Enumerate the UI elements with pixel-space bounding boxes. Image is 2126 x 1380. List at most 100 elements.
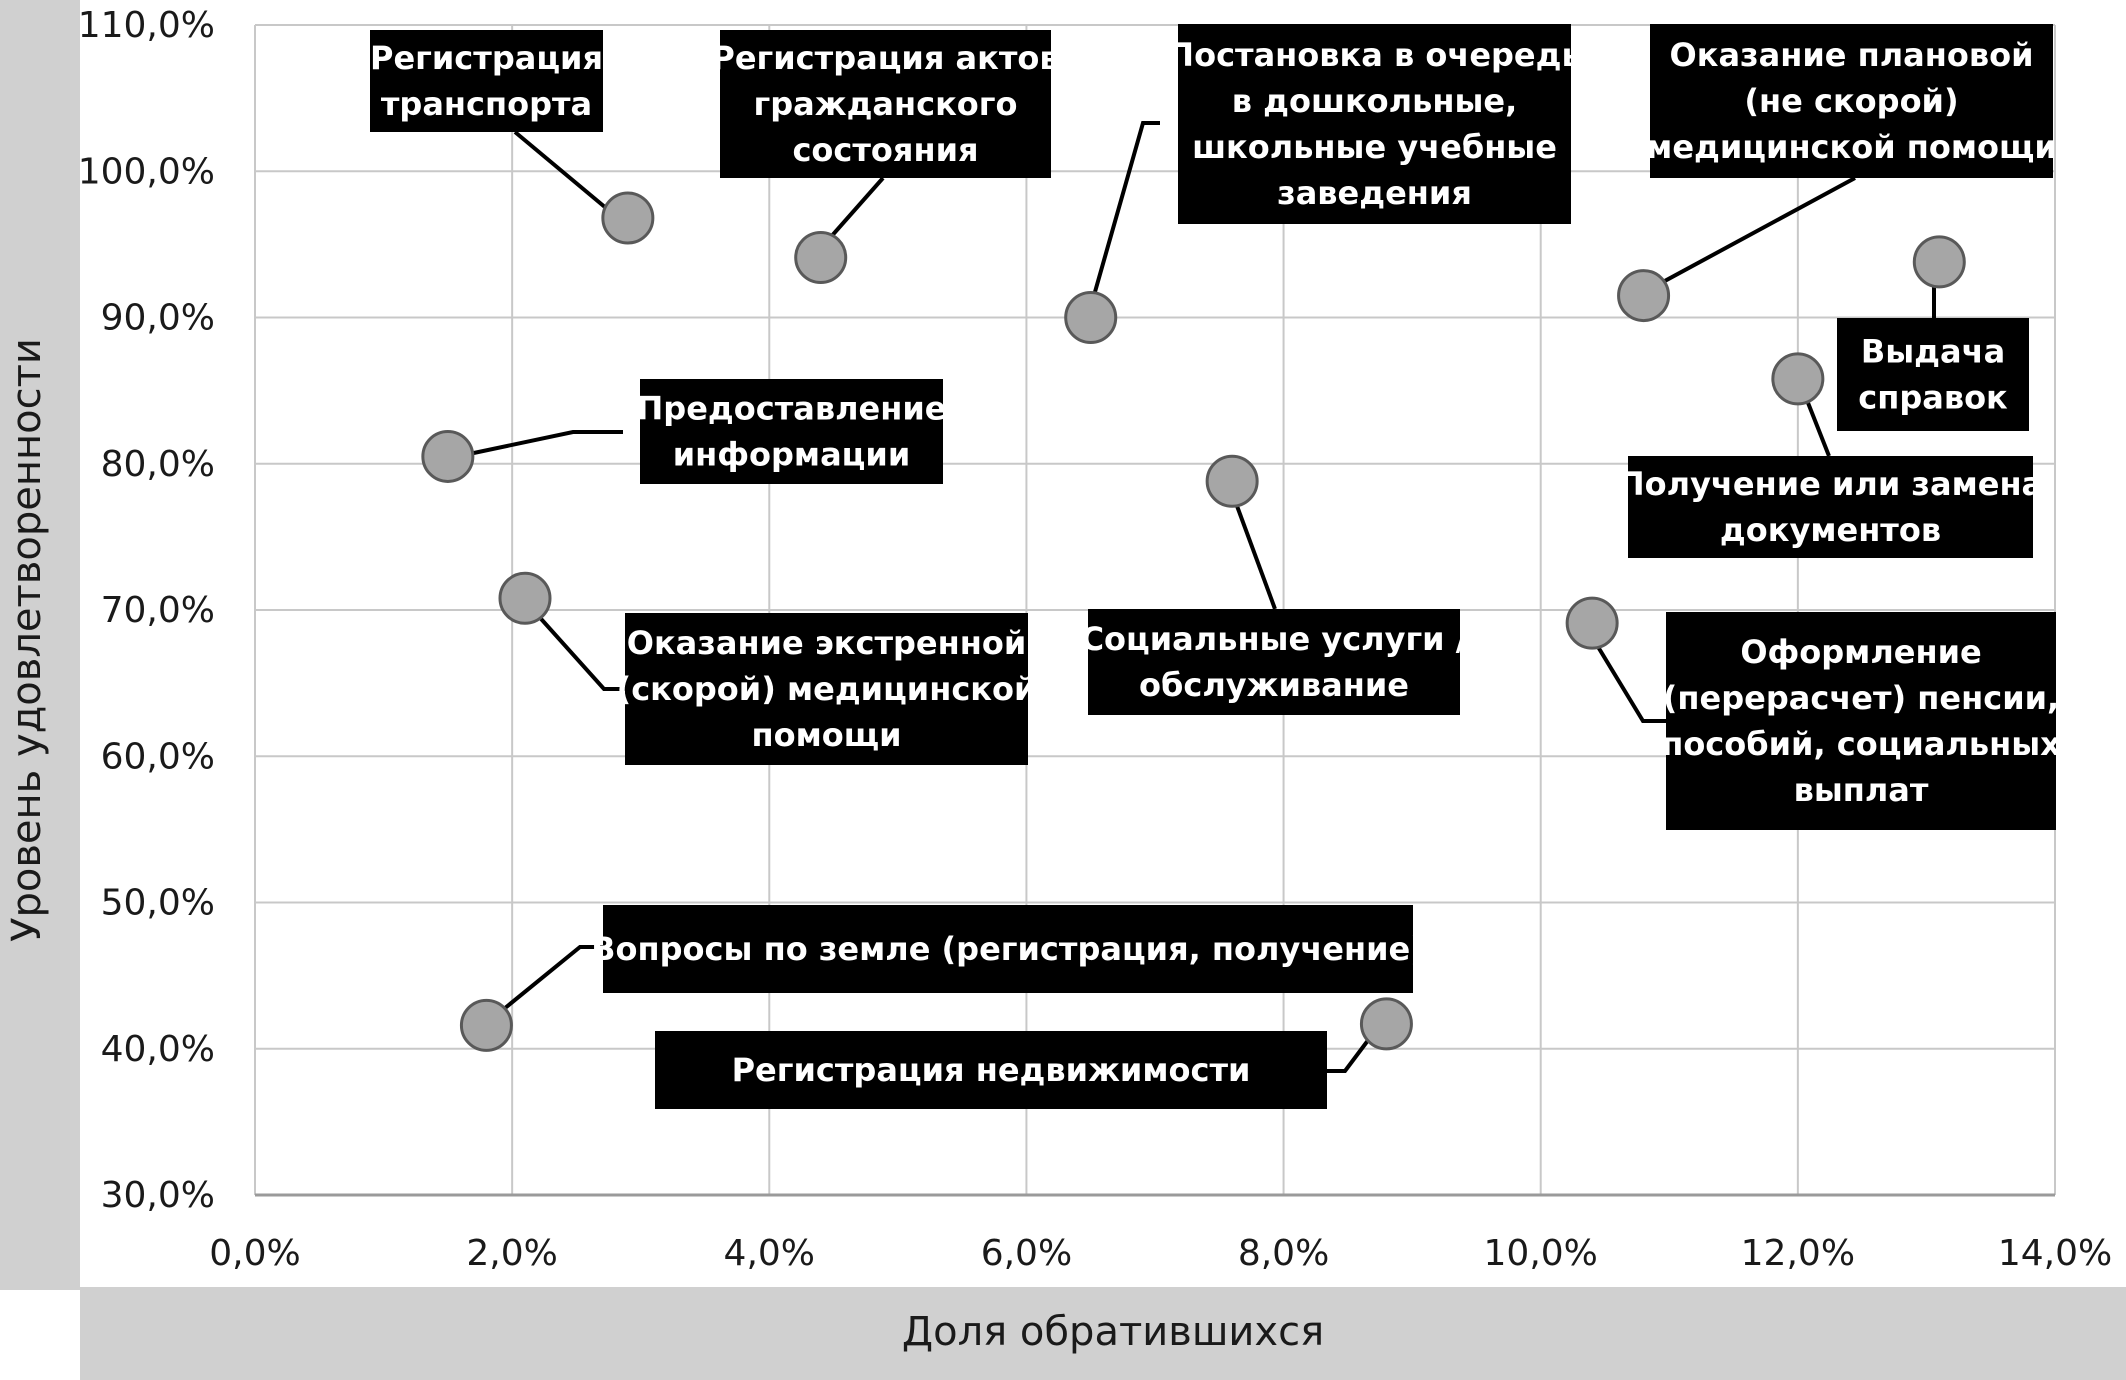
- x-tick-label: 8,0%: [1238, 1233, 1329, 1274]
- y-tick-label: 80,0%: [101, 444, 215, 485]
- data-label-text: гражданского: [754, 85, 1018, 123]
- data-points: [421, 191, 1966, 1052]
- y-tick-label: 100,0%: [78, 151, 215, 192]
- x-tick-label: 14,0%: [1998, 1233, 2112, 1274]
- data-point: [1912, 235, 1966, 289]
- data-label: Регистрация транспорта: [370, 30, 603, 132]
- x-tick-label: 2,0%: [466, 1233, 557, 1274]
- data-point: [498, 571, 552, 625]
- data-label: Оказание плановой (не скорой) медицинской …: [1646, 24, 2057, 178]
- data-point: [1205, 454, 1259, 508]
- data-label-text: пособий, социальных: [1661, 725, 2061, 763]
- x-tick-label: 0,0%: [209, 1233, 300, 1274]
- leader-line: [1228, 486, 1277, 610]
- data-label: Выдача справок: [1837, 318, 2029, 431]
- data-label-text: Регистрация актов: [711, 39, 1059, 77]
- data-point: [1359, 997, 1413, 1051]
- data-label-text: Получение или замена: [1618, 465, 2043, 503]
- data-label-text: Выдача: [1861, 333, 2005, 371]
- data-label: Оказание экстренной (скорой) медицинской п…: [617, 613, 1037, 765]
- data-label-box: [1178, 24, 1571, 224]
- data-label-text: заведения: [1277, 174, 1472, 212]
- y-tick-label: 60,0%: [101, 736, 215, 777]
- data-label-text: Регистрация недвижимости: [732, 1051, 1251, 1089]
- data-label-box: [720, 30, 1051, 178]
- data-label-text: обслуживание: [1139, 666, 1409, 704]
- data-label-text: Оказание экстренной: [627, 624, 1027, 662]
- data-label-box: [370, 30, 603, 132]
- x-tick-label: 4,0%: [724, 1233, 815, 1274]
- data-label: Вопросы по земле (регистрация, получение…: [591, 905, 1425, 993]
- leader-line: [449, 430, 623, 460]
- y-tick-label: 70,0%: [101, 590, 215, 631]
- x-axis-title: Доля обратившихся: [902, 1309, 1324, 1355]
- data-label-box: [1650, 24, 2053, 178]
- leader-line: [523, 599, 625, 691]
- data-label-text: состояния: [792, 131, 978, 169]
- data-label-box: [603, 905, 1413, 993]
- x-axis-band: [80, 1287, 2126, 1380]
- leader-line: [481, 945, 603, 1028]
- data-label-box: [1666, 612, 2056, 830]
- y-tick-label: 50,0%: [101, 883, 215, 924]
- y-tick-label: 30,0%: [101, 1175, 215, 1216]
- data-point: [1771, 352, 1825, 406]
- data-label: Социальные услуги / обслуживание: [1081, 609, 1468, 715]
- data-label-box: [1088, 609, 1460, 715]
- data-label-text: справок: [1858, 379, 2008, 417]
- data-label-text: Предоставление: [637, 390, 947, 428]
- data-label-box: [655, 1031, 1327, 1109]
- data-label: Оформление (перерасчет) пенсии, пособий, с…: [1661, 612, 2061, 830]
- data-labels: Регистрация транспорта Регистрация актов гр…: [370, 24, 2061, 1109]
- data-point: [794, 231, 848, 285]
- x-tick-label: 12,0%: [1741, 1233, 1855, 1274]
- data-label-box: [640, 379, 943, 484]
- data-label-text: Вопросы по земле (регистрация, получение…: [591, 930, 1425, 968]
- leader-line: [1636, 176, 1856, 298]
- data-label-text: Социальные услуги /: [1081, 620, 1468, 658]
- data-label-text: Постановка в очередь: [1167, 36, 1581, 74]
- leader-line: [1584, 625, 1666, 723]
- data-label-text: помощи: [751, 716, 901, 754]
- data-point: [1064, 291, 1118, 344]
- data-label-text: (перерасчет) пенсии,: [1663, 679, 2059, 717]
- data-label-text: Оказание плановой: [1670, 36, 2034, 74]
- data-label: Регистрация недвижимости: [655, 1031, 1327, 1109]
- y-tick-label: 110,0%: [78, 5, 215, 46]
- data-label-box: [1628, 456, 2033, 558]
- data-label-box: [625, 613, 1028, 765]
- x-tick-label: 6,0%: [981, 1233, 1072, 1274]
- x-tick-labels: 0,0% 2,0% 4,0% 6,0% 8,0% 10,0% 12,0% 14,0%: [209, 1233, 2112, 1274]
- data-label-text: Регистрация: [370, 39, 603, 77]
- data-point: [1565, 596, 1619, 650]
- data-label: Постановка в очередь в дошкольные, школьны…: [1167, 24, 1582, 224]
- data-label-text: (скорой) медицинской: [617, 670, 1037, 708]
- leader-line: [513, 130, 620, 220]
- x-tick-label: 10,0%: [1484, 1233, 1598, 1274]
- leader-lines: [449, 121, 1936, 1073]
- data-label-text: в дошкольные,: [1232, 82, 1517, 120]
- data-point: [1617, 269, 1671, 323]
- data-label: Предоставление информации: [637, 379, 947, 484]
- data-label-text: медицинской помощи: [1646, 128, 2057, 166]
- data-label-text: выплат: [1794, 771, 1929, 809]
- y-tick-labels: 30,0% 40,0% 50,0% 60,0% 70,0% 80,0% 90,0% 100,0…: [78, 5, 215, 1216]
- data-label-text: транспорта: [381, 85, 592, 123]
- data-point: [601, 191, 655, 245]
- data-label-text: школьные учебные: [1192, 128, 1557, 166]
- data-label-text: (не скорой): [1744, 82, 1958, 120]
- y-axis-title: Уровень удовлетворенности: [4, 338, 50, 942]
- data-label-text: Оформление: [1740, 633, 1981, 671]
- data-point: [459, 998, 513, 1052]
- y-axis-band: [0, 0, 80, 1290]
- data-label: Регистрация актов гражданского состояния: [711, 30, 1060, 178]
- data-label-text: документов: [1720, 511, 1941, 549]
- data-label: Получение или замена документов: [1618, 456, 2043, 558]
- data-label-box: [1837, 318, 2029, 431]
- y-tick-label: 90,0%: [101, 298, 215, 339]
- data-label-text: информации: [673, 436, 910, 474]
- y-tick-label: 40,0%: [101, 1029, 215, 1070]
